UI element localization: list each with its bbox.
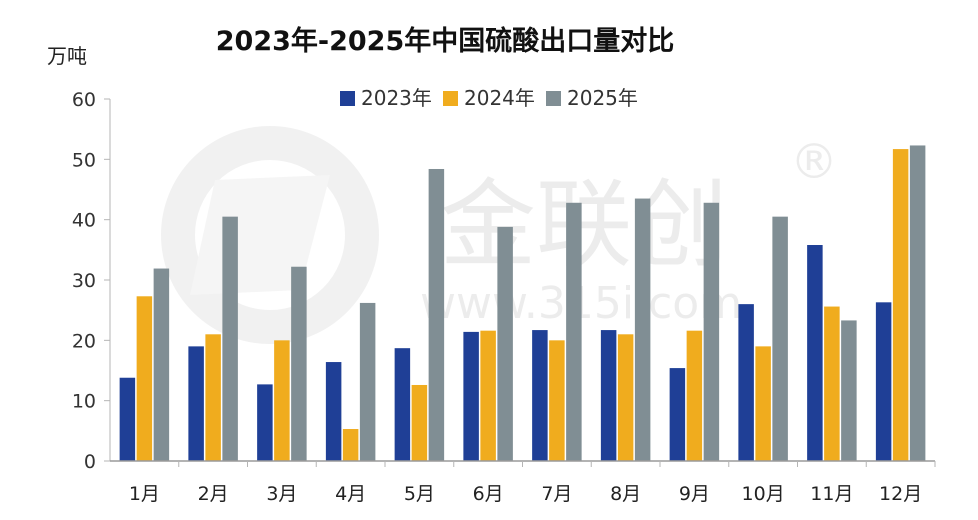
bar-2-5	[411, 384, 428, 461]
bar-3-5	[428, 168, 445, 462]
x-tick-label: 12月	[879, 483, 922, 505]
bar-2-1	[136, 296, 153, 461]
bar-3-9	[703, 202, 720, 461]
bar-1-12	[875, 302, 892, 461]
y-tick-label: 0	[84, 451, 96, 473]
bar-3-1	[153, 268, 170, 461]
bar-3-6	[497, 226, 513, 461]
bar-2-11	[824, 306, 840, 461]
bar-1-4	[325, 362, 342, 461]
legend-label-2: 2024年	[464, 86, 535, 110]
bar-1-3	[257, 384, 273, 461]
x-axis: 1月 2月 3月 4月 5月 6月 7月 8月 9月 10月 11月 12月	[129, 461, 936, 505]
bar-1-8	[600, 330, 617, 461]
y-tick-label: 60	[72, 89, 96, 111]
bar-3-10	[772, 216, 788, 461]
bar-3-3	[291, 266, 307, 461]
bar-2-6	[480, 330, 496, 461]
x-tick-label: 10月	[742, 483, 785, 505]
bar-3-8	[634, 198, 651, 462]
bar-3-12	[909, 145, 926, 461]
y-axis: 0 10 20 30 40 50 60	[72, 89, 111, 473]
x-tick-label: 6月	[473, 483, 504, 505]
watermark-logo	[161, 126, 379, 344]
x-tick-label: 1月	[129, 483, 160, 505]
bar-3-7	[566, 202, 582, 461]
bar-1-2	[188, 346, 204, 461]
x-tick-label: 9月	[679, 483, 710, 505]
legend-label-3: 2025年	[567, 86, 638, 110]
bar-2-8	[617, 334, 634, 461]
x-tick-label: 7月	[541, 483, 572, 505]
legend: 2023年 2024年 2025年	[340, 86, 638, 110]
y-axis-unit-label: 万吨	[47, 44, 87, 68]
bar-2-3	[274, 340, 290, 461]
bar-2-9	[686, 330, 703, 461]
bar-2-10	[755, 346, 771, 461]
x-tick-label: 3月	[266, 483, 297, 505]
bar-1-5	[394, 348, 411, 461]
y-tick-label: 20	[72, 330, 96, 352]
bar-1-7	[532, 330, 548, 461]
y-tick-label: 10	[72, 391, 96, 413]
chart-title: 2023年-2025年中国硫酸出口量对比	[216, 25, 675, 57]
bar-1-9	[669, 368, 686, 461]
bar-2-12	[892, 149, 909, 461]
bar-1-6	[463, 331, 479, 461]
bars	[119, 145, 926, 462]
x-tick-label: 4月	[335, 483, 366, 505]
x-tick-label: 2月	[198, 483, 229, 505]
bar-1-10	[738, 304, 754, 461]
bar-3-11	[841, 320, 857, 461]
x-tick-label: 8月	[610, 483, 641, 505]
legend-swatch-2	[443, 91, 458, 106]
bar-3-2	[222, 216, 238, 461]
legend-swatch-1	[340, 91, 355, 106]
legend-label-1: 2023年	[361, 86, 432, 110]
bar-2-7	[549, 340, 565, 461]
bar-1-11	[807, 245, 823, 461]
bar-1-1	[119, 377, 136, 461]
bar-2-4	[342, 429, 359, 461]
x-tick-label: 5月	[404, 483, 435, 505]
y-tick-label: 30	[72, 270, 96, 292]
bar-2-2	[205, 334, 221, 461]
bar-3-4	[359, 302, 376, 461]
legend-swatch-3	[546, 91, 561, 106]
watermark-registered-mark: ®	[790, 134, 838, 190]
watermark-brand: 金联创	[440, 169, 728, 281]
x-tick-label: 11月	[810, 483, 853, 505]
y-tick-label: 40	[72, 210, 96, 232]
y-tick-label: 50	[72, 149, 96, 171]
